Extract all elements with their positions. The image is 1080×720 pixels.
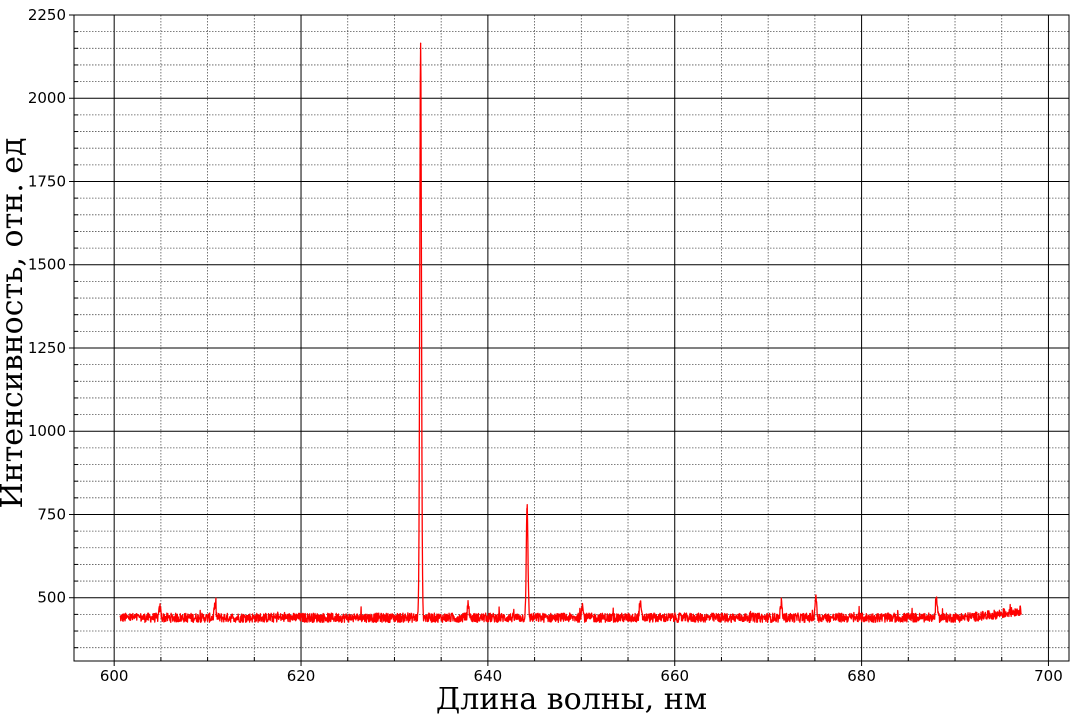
plot-frame: [73, 14, 1070, 662]
y-tick-label: 1250: [28, 339, 66, 357]
y-tick-label: 1750: [28, 172, 66, 190]
x-axis-title: Длина волны, нм: [436, 682, 707, 717]
series-layer: [119, 42, 1022, 624]
y-tick-label: 2250: [28, 6, 66, 24]
x-tick-label: 600: [100, 667, 129, 685]
y-tick-label: 2000: [28, 89, 66, 107]
x-tick-label: 640: [474, 667, 503, 685]
x-axis-ticks: 600 620 640 660 680 700: [100, 661, 1063, 685]
spectrum-peak-point: [639, 602, 641, 604]
y-axis-ticks: 500 750 1000 1250 1500 1750 2000 2250: [28, 6, 74, 607]
spectrum-peak-point: [526, 507, 528, 509]
x-tick-label: 620: [287, 667, 316, 685]
y-tick-label: 500: [37, 589, 66, 607]
x-tick-label: 680: [847, 667, 876, 685]
spectrum-peak-point: [780, 602, 782, 604]
y-tick-label: 1500: [28, 256, 66, 274]
spectrum-peak-point: [815, 595, 817, 597]
y-tick-label: 750: [37, 505, 66, 523]
major-grid: [74, 14, 1069, 661]
spectrum-series-line: [119, 42, 1022, 624]
x-tick-label: 660: [660, 667, 689, 685]
spectrum-peak-point: [214, 604, 216, 606]
minor-grid: [74, 15, 1069, 661]
x-tick-label: 700: [1034, 667, 1063, 685]
y-axis-title: Интенсивность, отн. ед: [0, 137, 30, 508]
spectrum-peak-point: [581, 604, 583, 606]
spectrum-peak-point: [420, 42, 422, 44]
spectrum-peak-point: [935, 597, 937, 599]
spectrum-peak-point: [159, 607, 161, 609]
y-tick-label: 1000: [28, 422, 66, 440]
spectrum-peak-point: [467, 603, 469, 605]
